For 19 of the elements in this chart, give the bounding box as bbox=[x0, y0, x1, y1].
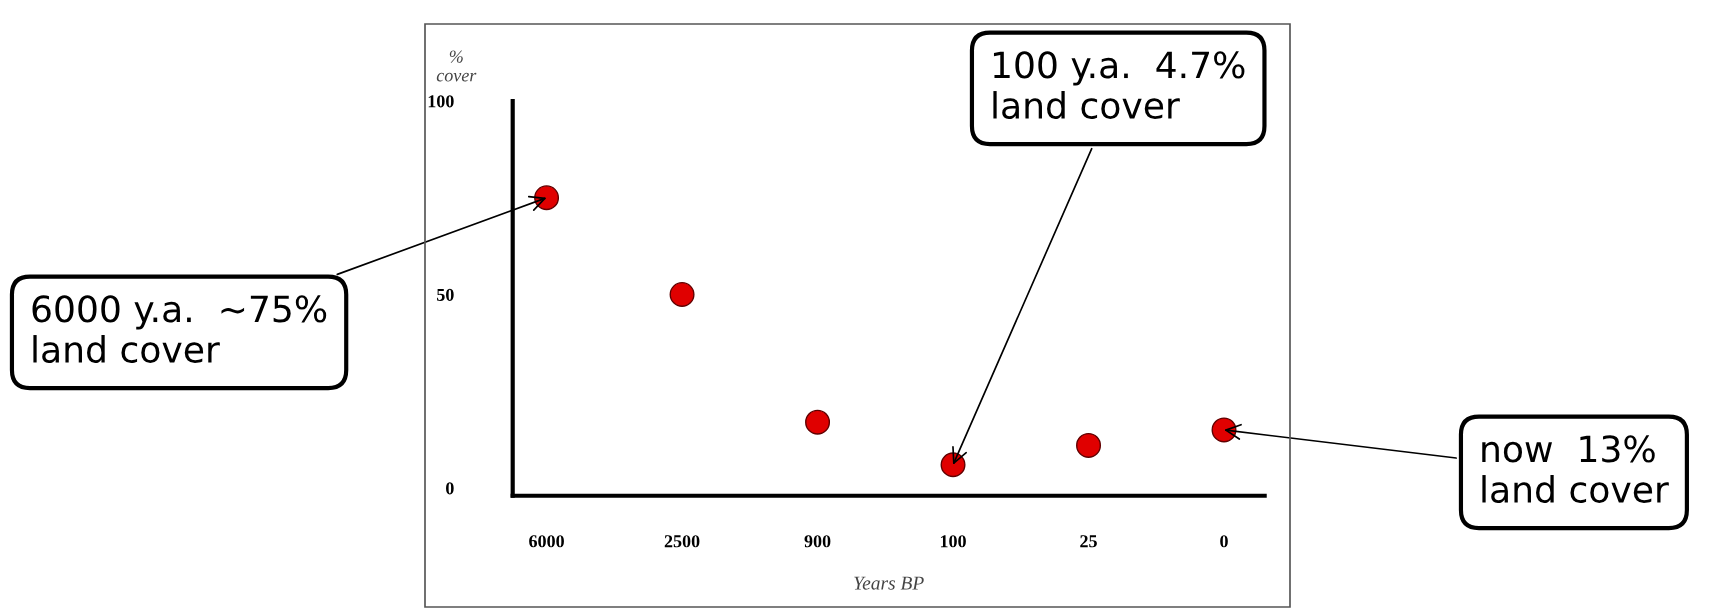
x-tick-label: 2500 bbox=[664, 535, 700, 548]
y-axis-title: % cover bbox=[436, 50, 477, 82]
x-tick-label: 900 bbox=[804, 535, 831, 548]
y-tick-label: 0 bbox=[446, 482, 454, 495]
point bbox=[805, 409, 831, 435]
x-axis-title: Years BP bbox=[854, 576, 924, 590]
y-tick-label: 100 bbox=[428, 95, 454, 108]
annotation: 6000 y.a. ~75% land cover bbox=[32, 295, 327, 363]
annotation: 100 y.a. 4.7% land cover bbox=[993, 51, 1245, 119]
annotation: now 13% land cover bbox=[1482, 435, 1669, 503]
y-tick-label: 50 bbox=[437, 288, 454, 301]
x-tick-label: 6000 bbox=[529, 535, 564, 548]
x-tick-label: 100 bbox=[940, 535, 966, 548]
x-tick-label: 25 bbox=[1080, 535, 1097, 548]
point bbox=[669, 281, 695, 307]
x-tick-label: 0 bbox=[1220, 535, 1228, 548]
point bbox=[940, 452, 966, 478]
point bbox=[1076, 432, 1102, 458]
point bbox=[534, 185, 560, 211]
